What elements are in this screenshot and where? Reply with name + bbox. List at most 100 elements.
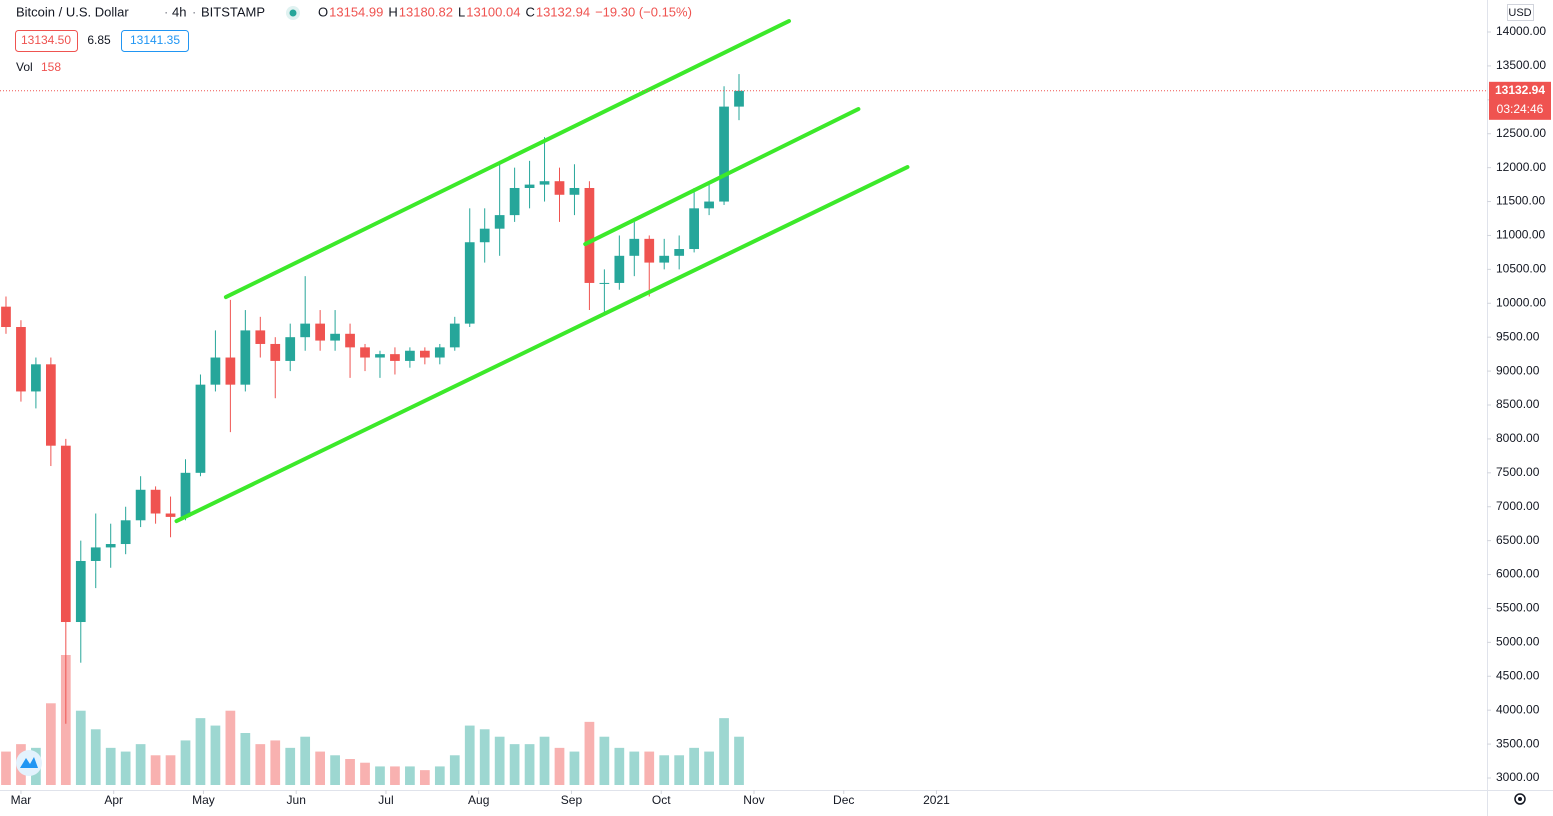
candle-body [75, 560, 86, 623]
volume-bar [105, 747, 116, 785]
volume-bar [539, 736, 550, 785]
volume-bar [569, 751, 580, 785]
status-dot [289, 9, 297, 17]
volume-bar [195, 718, 206, 785]
x-tick-label: Aug [468, 793, 489, 807]
candle-body [464, 242, 475, 324]
x-tick-label: Jul [378, 793, 393, 807]
candle-body [315, 323, 326, 341]
volume-bar [674, 755, 685, 785]
trendline [223, 19, 791, 300]
candle-body [1, 306, 11, 328]
volume-bar [360, 762, 370, 785]
y-tick-label: 8500.00 [1496, 397, 1540, 411]
currency: USD [1508, 7, 1531, 19]
volume-bar [165, 755, 176, 785]
candle-body [360, 347, 370, 358]
candle-body [120, 520, 131, 545]
volume-bar [120, 751, 131, 785]
x-tick-label: Mar [11, 793, 32, 807]
ohlc: O 13154.99 H 13180.82 L 13100.04 C 13132.94 −19.… [318, 4, 692, 19]
volume-bar [225, 710, 236, 785]
candle-body [614, 255, 625, 283]
x-tick-label: Dec [833, 793, 854, 807]
y-tick-label: 7000.00 [1496, 499, 1540, 513]
y-tick-label: 11000.00 [1496, 228, 1545, 242]
candle-body [150, 489, 161, 514]
y-tick-label: 3000.00 [1496, 770, 1540, 784]
volume-bar [180, 740, 191, 785]
currency-box[interactable] [1507, 4, 1534, 21]
candle-body [569, 187, 580, 195]
candle-body [345, 333, 355, 348]
ohlc-value: 13100.04 [466, 4, 520, 19]
candle-body [60, 445, 71, 623]
ohlc-value: 13154.99 [329, 4, 383, 19]
volume-bar [405, 766, 415, 785]
volume-bar [449, 755, 460, 785]
candle-body [195, 384, 206, 473]
dot: · [164, 4, 168, 19]
candle-body [704, 201, 714, 209]
volume-label: Vol [16, 60, 33, 74]
volume-bar [599, 736, 610, 785]
volume-bar [345, 759, 355, 785]
ask: 13141.35 [130, 33, 180, 47]
bid-box[interactable] [15, 30, 78, 52]
volume-bar [135, 744, 146, 785]
ask-box[interactable] [121, 30, 189, 52]
candle-body [554, 181, 565, 195]
settings-icon[interactable] [1514, 793, 1526, 805]
y-tick-label: 13500.00 [1496, 58, 1546, 72]
volume-layer [1, 655, 744, 785]
candle-body [434, 347, 445, 358]
y-tick-label: 3500.00 [1496, 736, 1540, 750]
bid: 13134.50 [21, 33, 71, 47]
x-tick-label: Jun [287, 793, 306, 807]
candle-layer [1, 74, 744, 724]
candle-body [225, 357, 236, 385]
candle-body [659, 255, 670, 263]
candle-body [105, 544, 116, 548]
ohlc-key: O [318, 4, 328, 19]
volume-bar [330, 755, 340, 785]
volume-bar [150, 755, 161, 785]
y-tick-label: 5000.00 [1496, 635, 1540, 649]
candle-body [719, 106, 729, 202]
candle-body [629, 238, 640, 256]
logo-mark [20, 757, 38, 768]
x-tick-label: Oct [652, 793, 671, 807]
candle-body [210, 357, 221, 385]
last-price: 13132.94 [1495, 83, 1545, 97]
x-tick-label: 2021 [923, 793, 950, 807]
volume-bar [270, 740, 281, 785]
volume-bar [719, 718, 729, 785]
ohlc-key: C [525, 4, 534, 19]
ohlc-key: H [388, 4, 397, 19]
candle-body [270, 343, 281, 361]
volume-bar [644, 751, 655, 785]
y-tick-label: 9500.00 [1496, 329, 1540, 343]
volume-bar [524, 744, 535, 785]
volume-bar [240, 733, 251, 785]
volume-bar [1, 751, 11, 785]
candle-body [375, 354, 385, 358]
candle-body [255, 330, 266, 344]
candle-body [16, 327, 26, 392]
candle-body [734, 90, 744, 107]
settings-icon-center [1518, 797, 1522, 801]
volume-bar [315, 751, 326, 785]
candle-body [689, 208, 699, 250]
candle-body [285, 337, 296, 361]
volume-bar [300, 736, 311, 785]
candle-body [584, 187, 595, 283]
change: −19.30 (−0.15%) [595, 4, 692, 19]
axis-layer: 3000.00 3500.00 4000.00 4500.00 5000.00 5500.… [0, 24, 1551, 807]
volume-bar [494, 736, 505, 785]
y-tick-label: 14000.00 [1496, 24, 1546, 38]
volume-bar [689, 747, 699, 785]
candle-body [644, 238, 655, 263]
volume-bar [210, 725, 221, 785]
y-tick-label: 12000.00 [1496, 160, 1546, 174]
